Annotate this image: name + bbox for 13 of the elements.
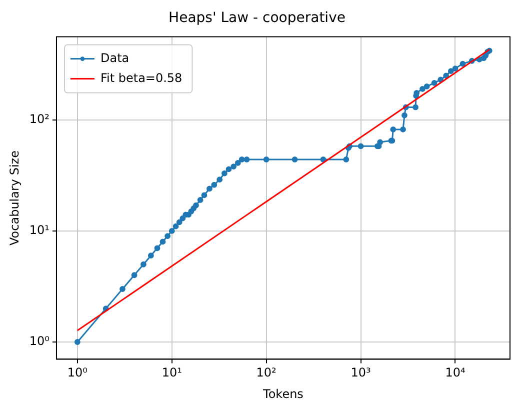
legend-label: Data <box>100 50 130 65</box>
y-tick-label: 10¹ <box>29 223 50 238</box>
y-tick-label: 10⁰ <box>29 334 50 348</box>
y-tick-label: 10² <box>29 112 50 126</box>
y-axis-title: Vocabulary Size <box>7 150 22 246</box>
x-tick-label: 10³ <box>350 366 372 380</box>
x-tick-label: 10⁰ <box>67 366 88 380</box>
legend-label: Fit beta=0.58 <box>100 70 182 85</box>
x-tick-label: 10² <box>256 366 277 380</box>
chart-title: Heaps' Law - cooperative <box>168 10 346 26</box>
x-tick-label: 10⁴ <box>445 366 466 380</box>
x-axis-title: Tokens <box>262 386 304 401</box>
x-tick-label: 10¹ <box>162 366 182 380</box>
